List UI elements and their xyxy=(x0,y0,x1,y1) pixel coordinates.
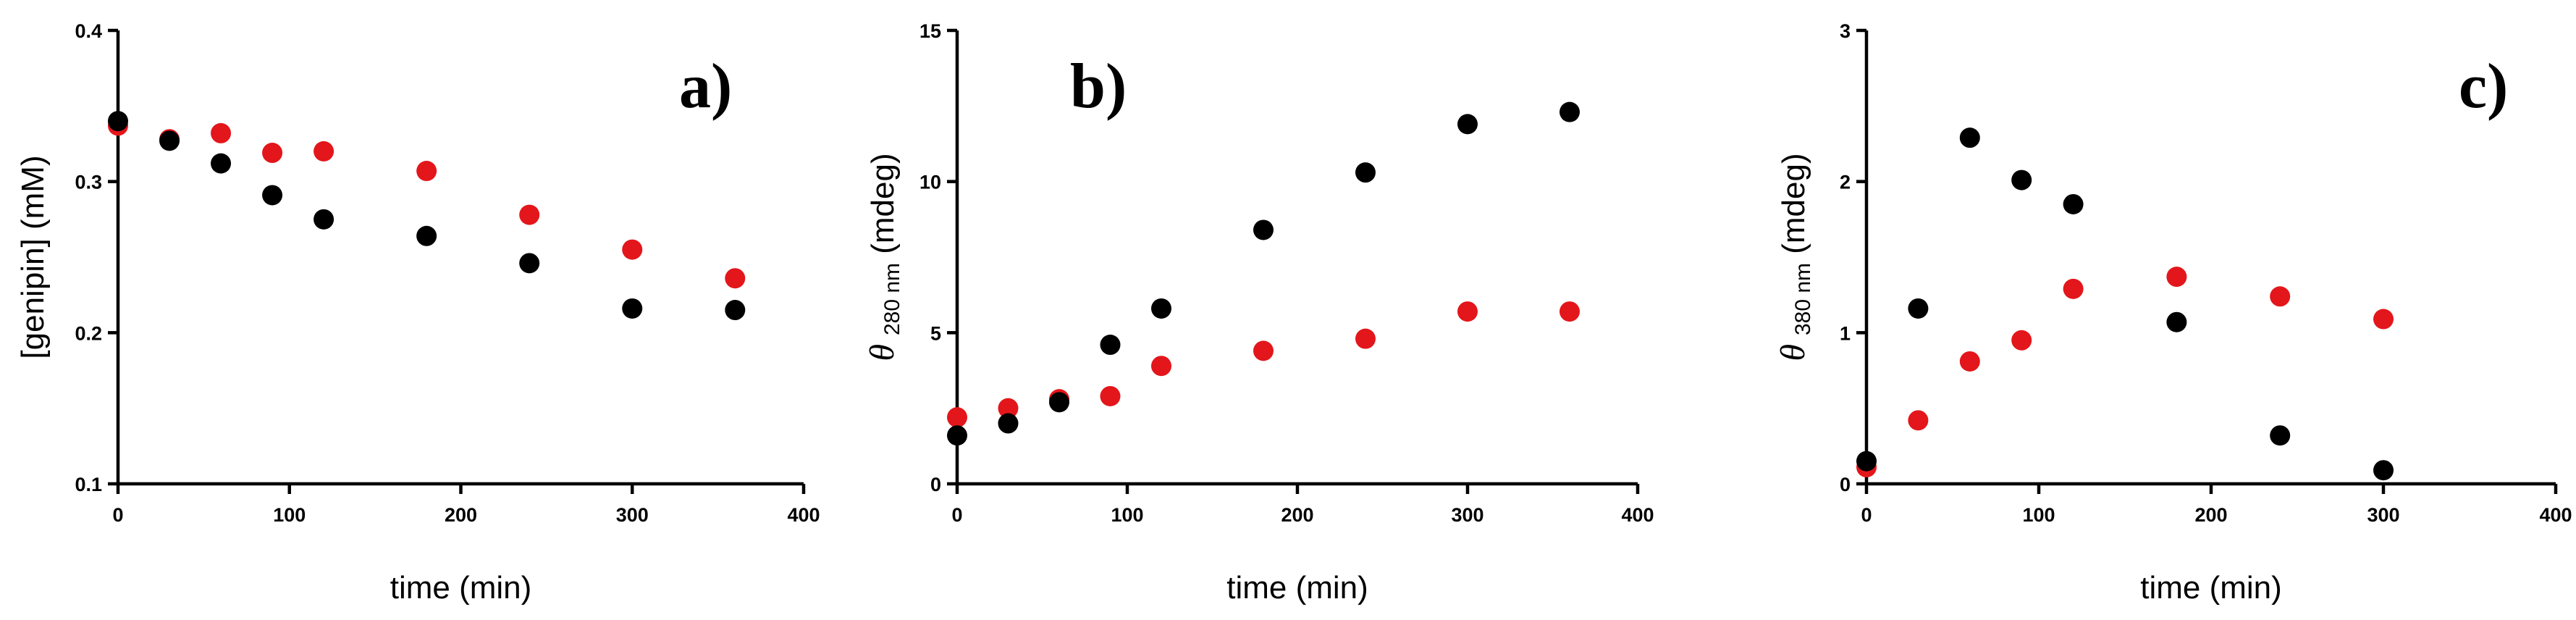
panel-label: a) xyxy=(679,51,732,122)
black-data-point xyxy=(622,298,643,319)
black-data-point xyxy=(416,225,437,246)
x-axis-title: time (min) xyxy=(390,570,532,606)
red-data-point xyxy=(622,239,643,260)
black-data-point xyxy=(313,209,334,230)
x-axis-title: time (min) xyxy=(1226,570,1368,606)
x-tick-label: 300 xyxy=(616,504,649,526)
black-data-point xyxy=(1856,451,1877,472)
red-data-point xyxy=(1151,356,1171,377)
black-data-point xyxy=(947,425,967,446)
red-data-point xyxy=(262,143,283,164)
red-data-point xyxy=(416,161,437,182)
y-tick-label: 2 xyxy=(1840,172,1851,193)
black-data-point xyxy=(1959,127,1980,148)
black-data-point xyxy=(1253,219,1274,240)
black-data-point xyxy=(211,153,232,174)
black-data-point xyxy=(1560,101,1580,122)
x-tick-label: 400 xyxy=(787,504,820,526)
red-data-point xyxy=(2011,330,2032,351)
x-tick-label: 200 xyxy=(2194,504,2227,526)
panel-label: c) xyxy=(2459,51,2508,122)
y-tick-label: 0.1 xyxy=(75,474,102,495)
x-axis-title: time (min) xyxy=(2140,570,2282,606)
x-tick-label: 400 xyxy=(1621,504,1654,526)
x-tick-label: 200 xyxy=(1281,504,1313,526)
red-data-point xyxy=(2166,267,2187,288)
red-data-point xyxy=(1457,301,1478,322)
black-data-point xyxy=(519,253,540,274)
y-tick-label: 5 xyxy=(930,322,941,344)
x-tick-label: 100 xyxy=(1111,504,1143,526)
red-data-point xyxy=(2270,286,2291,307)
red-data-point xyxy=(1100,385,1121,406)
x-tick-label: 0 xyxy=(112,504,123,526)
black-data-point xyxy=(1049,392,1069,413)
red-data-point xyxy=(947,407,967,428)
x-tick-label: 400 xyxy=(2539,504,2572,526)
black-data-point xyxy=(2011,169,2032,190)
red-data-point xyxy=(1253,340,1274,361)
red-data-point xyxy=(1355,328,1376,349)
black-data-point xyxy=(1457,114,1478,135)
red-data-point xyxy=(1560,301,1580,322)
black-data-point xyxy=(1908,298,1929,319)
red-data-point xyxy=(725,268,746,289)
red-data-point xyxy=(211,122,232,143)
black-data-point xyxy=(2063,193,2084,214)
x-tick-label: 200 xyxy=(445,504,477,526)
x-tick-label: 100 xyxy=(273,504,306,526)
red-data-point xyxy=(2373,309,2394,330)
black-data-point xyxy=(108,111,128,132)
x-tick-label: 0 xyxy=(951,504,962,526)
panel-1: 0 100 200 300 400 0.1 0.2 0.3 0.4 time (min) [geni… xyxy=(15,20,820,606)
red-data-point xyxy=(519,204,540,225)
black-data-point xyxy=(2373,460,2394,481)
y-tick-label: 15 xyxy=(919,20,941,42)
red-data-point xyxy=(998,398,1019,419)
y-tick-label: 0.2 xyxy=(75,322,102,344)
red-data-point xyxy=(313,141,334,162)
red-data-point xyxy=(1959,351,1980,372)
y-axis-title: θ 280 nm (mdeg) xyxy=(863,153,904,361)
x-tick-label: 100 xyxy=(2022,504,2055,526)
black-data-point xyxy=(1100,335,1121,356)
y-tick-label: 0 xyxy=(1840,474,1851,495)
black-data-point xyxy=(998,413,1019,434)
panel-3: 0 100 200 300 400 0 1 2 3 time (min) θ 380 nm (mde… xyxy=(1774,20,2572,606)
x-tick-label: 300 xyxy=(2367,504,2399,526)
x-tick-label: 300 xyxy=(1451,504,1483,526)
red-data-point xyxy=(2063,278,2084,299)
red-data-point xyxy=(1908,410,1929,431)
black-data-point xyxy=(159,130,180,151)
y-tick-label: 0.4 xyxy=(75,20,102,42)
x-tick-label: 0 xyxy=(1861,504,1872,526)
y-axis-title: θ 380 nm (mdeg) xyxy=(1774,153,1815,361)
y-tick-label: 0 xyxy=(930,474,941,495)
black-data-point xyxy=(1355,162,1376,183)
black-data-point xyxy=(2166,311,2187,332)
y-axis-title: [genipin] (mM) xyxy=(15,155,51,359)
panel-label: b) xyxy=(1070,51,1127,122)
panel-2: 0 100 200 300 400 0 5 10 15 time (min) θ 280 nm (m… xyxy=(863,20,1654,606)
y-tick-label: 3 xyxy=(1840,20,1851,42)
y-tick-label: 0.3 xyxy=(75,172,102,193)
black-data-point xyxy=(262,185,283,206)
black-data-point xyxy=(1151,298,1171,319)
black-data-point xyxy=(2270,425,2291,446)
y-tick-label: 1 xyxy=(1840,322,1851,344)
black-data-point xyxy=(725,300,746,321)
y-tick-label: 10 xyxy=(919,172,941,193)
